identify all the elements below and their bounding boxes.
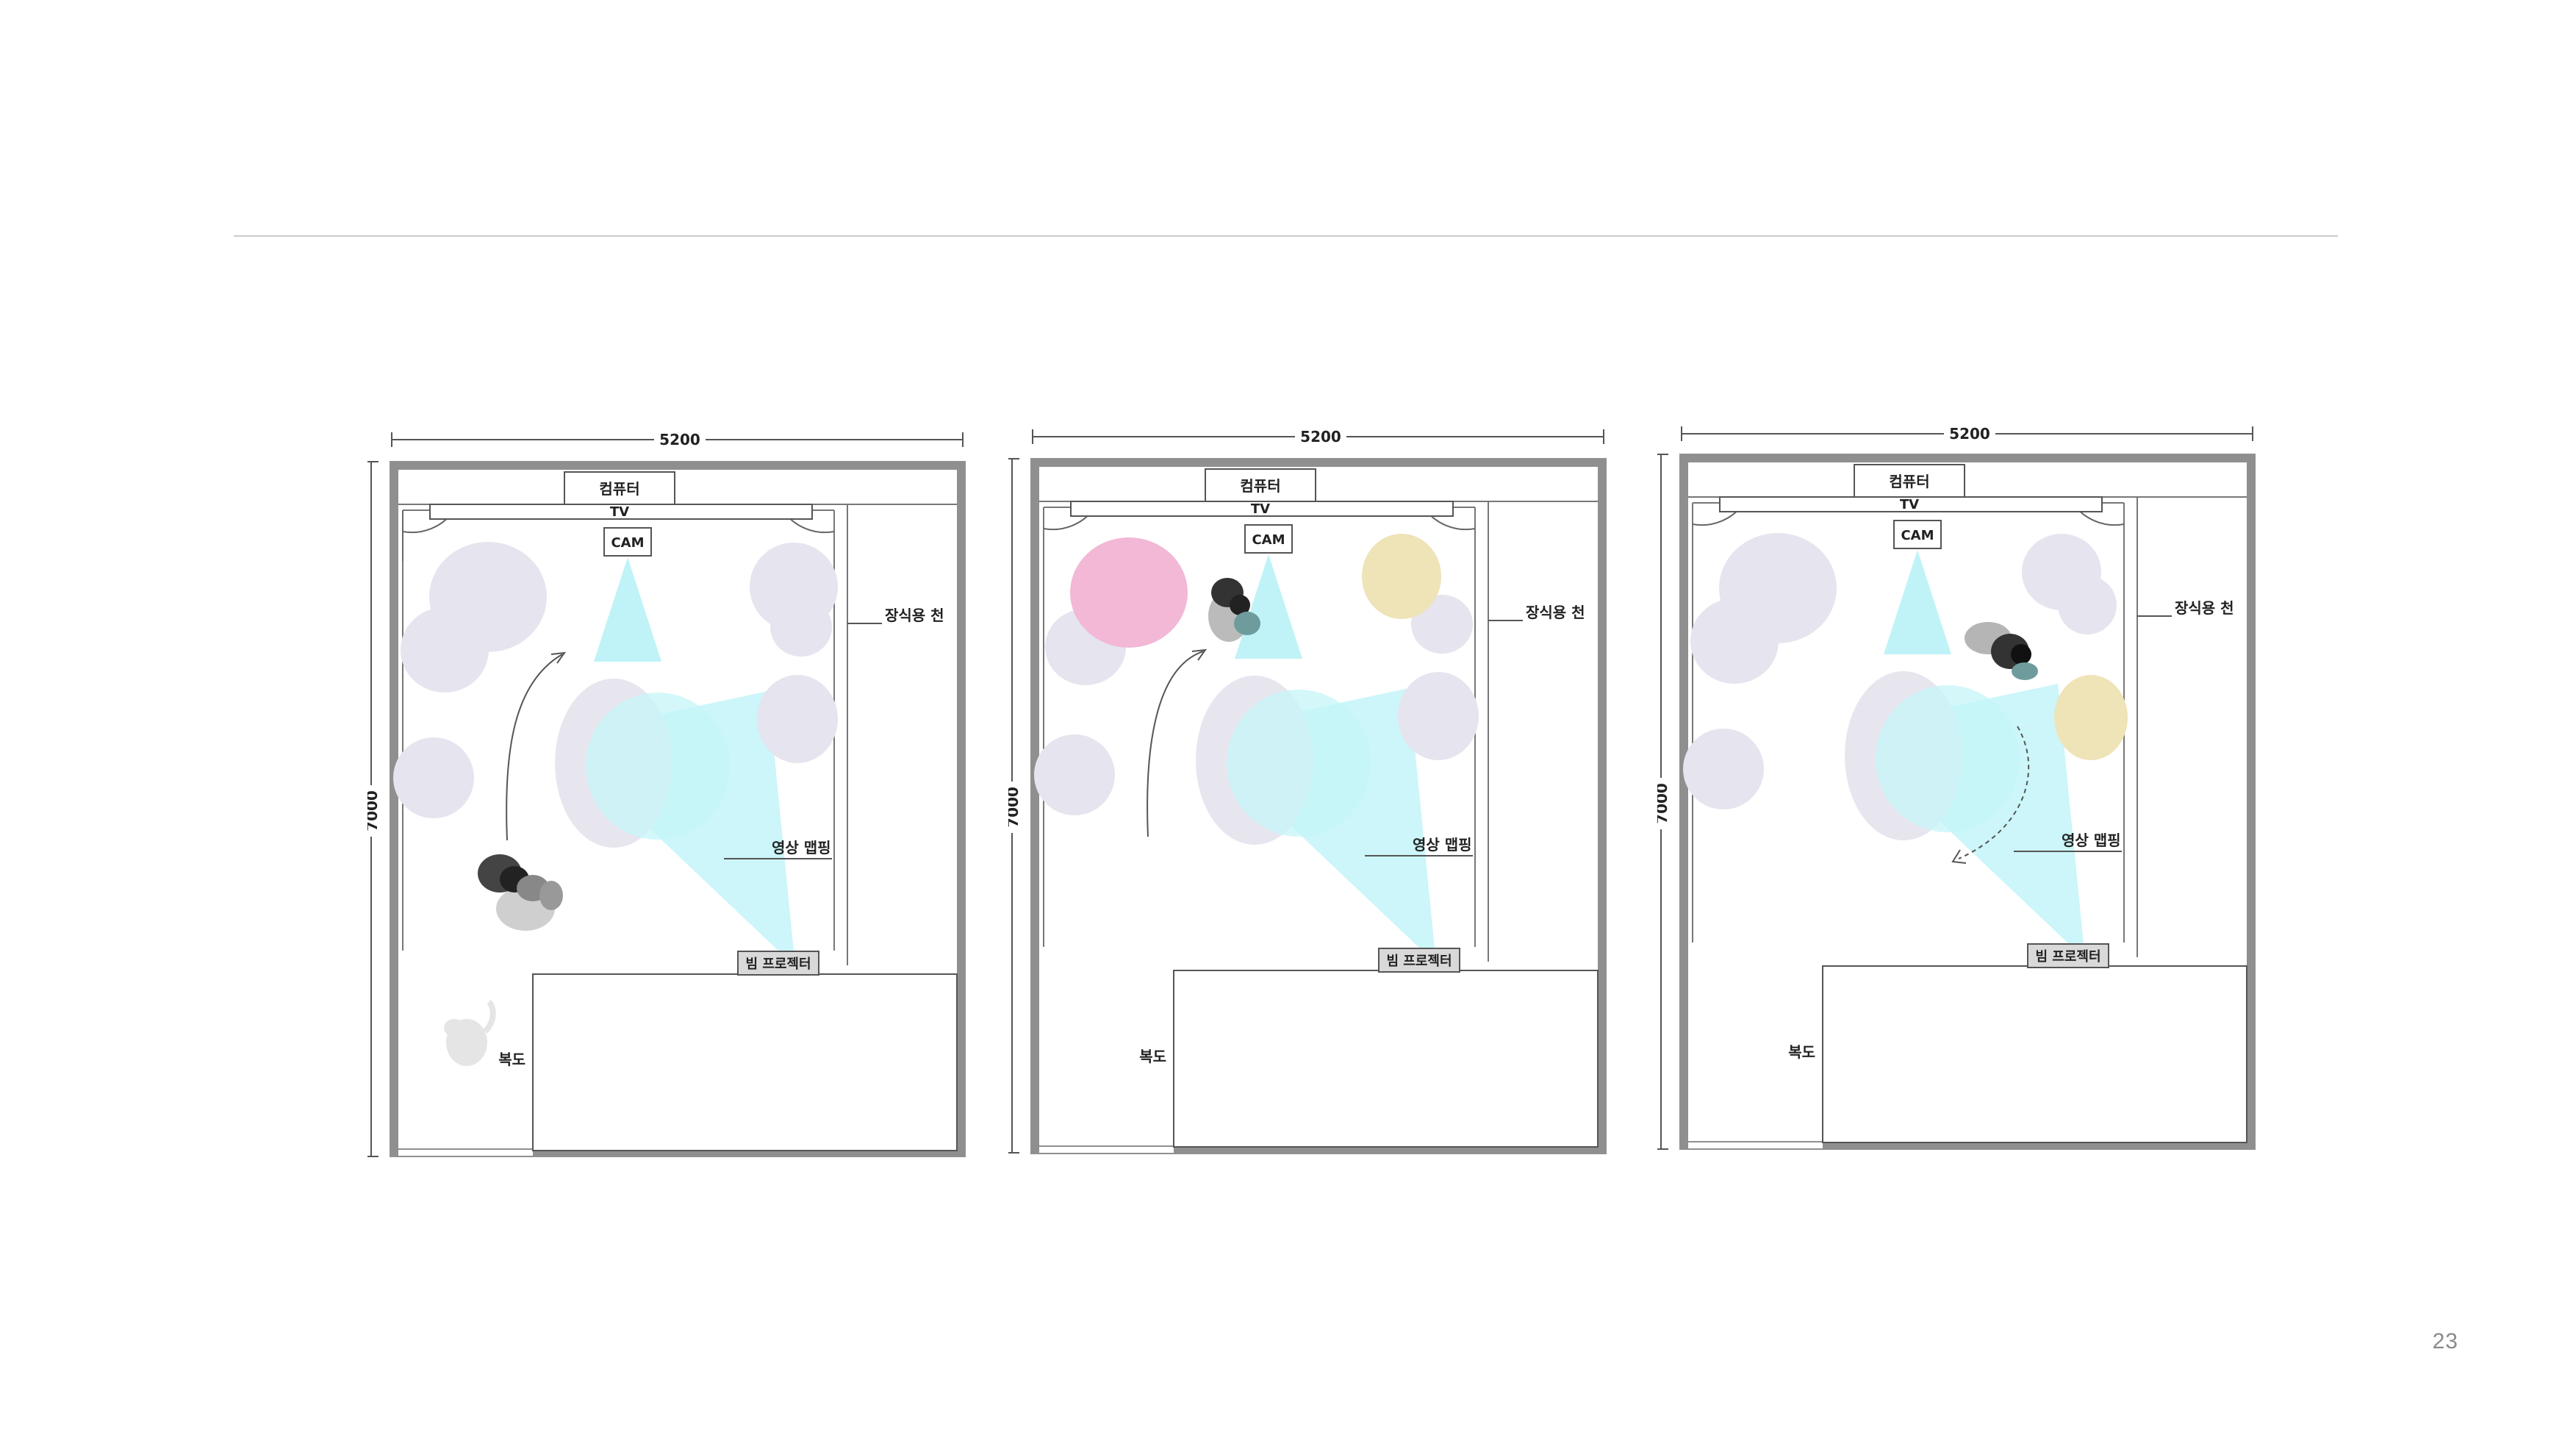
height-dimension: 7000 (367, 461, 381, 1157)
curtain-label: 장식용 천 (885, 607, 944, 624)
tv-bar (1719, 496, 2103, 512)
curtain-label: 장식용 천 (2175, 599, 2234, 617)
cam-label: CAM (1901, 528, 1934, 543)
corridor-label: 복도 (1788, 1043, 1815, 1061)
tv-label: TV (1900, 497, 1919, 512)
tv-label: TV (1251, 501, 1270, 517)
width-dimension: 5200 (1681, 425, 2253, 443)
floor-plan-3-drawing: 5200 7000 컴퓨터 TV CAM 장식용 천 영상 맵핑 빔 프로젝터 (1657, 425, 2256, 1150)
floor-plan-1: 5200 7000 컴퓨터 TV CAM 장식용 천 (367, 418, 1014, 1167)
corridor-area (532, 973, 958, 1151)
corridor-area (1822, 965, 2247, 1143)
height-dimension: 7000 (1657, 454, 1671, 1150)
corridor-label: 복도 (498, 1051, 525, 1068)
movement-path (506, 654, 563, 841)
computer-box (1854, 464, 1965, 498)
movement-path (1958, 726, 2030, 859)
cam-label: CAM (1252, 532, 1285, 548)
computer-box (1205, 468, 1316, 502)
pink-cloud (1070, 537, 1188, 648)
movement-path (1147, 651, 1204, 837)
width-dimension-label: 5200 (1300, 428, 1341, 446)
person-figure (1965, 622, 2038, 680)
projector-label: 빔 프로젝터 (2035, 949, 2100, 965)
projector-label: 빔 프로젝터 (1386, 954, 1452, 969)
mapping-label: 영상 맵핑 (2062, 831, 2121, 849)
width-dimension-label: 5200 (1949, 425, 1990, 443)
outer-wall (390, 461, 966, 1157)
curtain-label: 장식용 천 (1526, 604, 1585, 621)
yellow-cloud (2054, 675, 2128, 760)
cam-label: CAM (611, 535, 644, 551)
computer-label: 컴퓨터 (1889, 473, 1929, 490)
computer-label: 컴퓨터 (1240, 477, 1280, 495)
tv-label: TV (610, 504, 629, 520)
width-dimension: 5200 (391, 431, 964, 448)
mapping-label: 영상 맵핑 (1413, 836, 1472, 854)
mapping-cloud (1876, 685, 2020, 832)
projector-label: 빔 프로젝터 (745, 956, 811, 972)
cat-figure (444, 999, 496, 1066)
tv-bar (1070, 501, 1454, 517)
yellow-cloud (1362, 534, 1441, 619)
corridor-label: 복도 (1139, 1048, 1166, 1065)
page-number: 23 (2432, 1329, 2458, 1353)
height-dimension-label: 7000 (1657, 783, 1671, 824)
floor-plan-1-drawing: 5200 7000 컴퓨터 TV CAM 장식용 천 (367, 431, 966, 1157)
mapping-label: 영상 맵핑 (772, 839, 831, 856)
corridor-opening (1039, 1147, 1174, 1153)
corridor-opening (1688, 1142, 1823, 1148)
projector-box (737, 951, 819, 976)
floor-plan-2: 5200 7000 컴퓨터 TV CAM 장식용 천 영상 맵핑 빔 프로젝터 (1008, 418, 1655, 1167)
outer-wall (1030, 458, 1607, 1154)
top-divider-line (234, 235, 2338, 237)
person-figure (1208, 578, 1260, 642)
person-figure (478, 854, 563, 931)
mapping-cloud (586, 693, 730, 840)
height-dimension-label: 7000 (367, 790, 381, 831)
corridor-area (1173, 970, 1599, 1148)
cam-box (1893, 520, 1942, 549)
height-dimension-label: 7000 (1008, 787, 1022, 828)
projector-box (1378, 948, 1460, 973)
width-dimension: 5200 (1032, 428, 1604, 446)
corridor-opening (398, 1150, 533, 1156)
tv-bar (429, 504, 813, 520)
cam-box (603, 527, 652, 557)
computer-box (564, 471, 675, 505)
height-dimension: 7000 (1008, 458, 1022, 1154)
floor-plan-2-drawing: 5200 7000 컴퓨터 TV CAM 장식용 천 영상 맵핑 빔 프로젝터 (1008, 428, 1607, 1154)
cam-light-cone (1884, 550, 1951, 654)
cam-light-cone (594, 557, 661, 662)
mapping-cloud (1227, 690, 1371, 837)
floor-plan-3: 5200 7000 컴퓨터 TV CAM 장식용 천 영상 맵핑 빔 프로젝터 (1657, 418, 2304, 1167)
computer-label: 컴퓨터 (599, 480, 639, 498)
width-dimension-label: 5200 (659, 431, 700, 448)
cam-box (1244, 524, 1293, 554)
outer-wall (1679, 454, 2256, 1150)
projector-box (2027, 943, 2109, 968)
